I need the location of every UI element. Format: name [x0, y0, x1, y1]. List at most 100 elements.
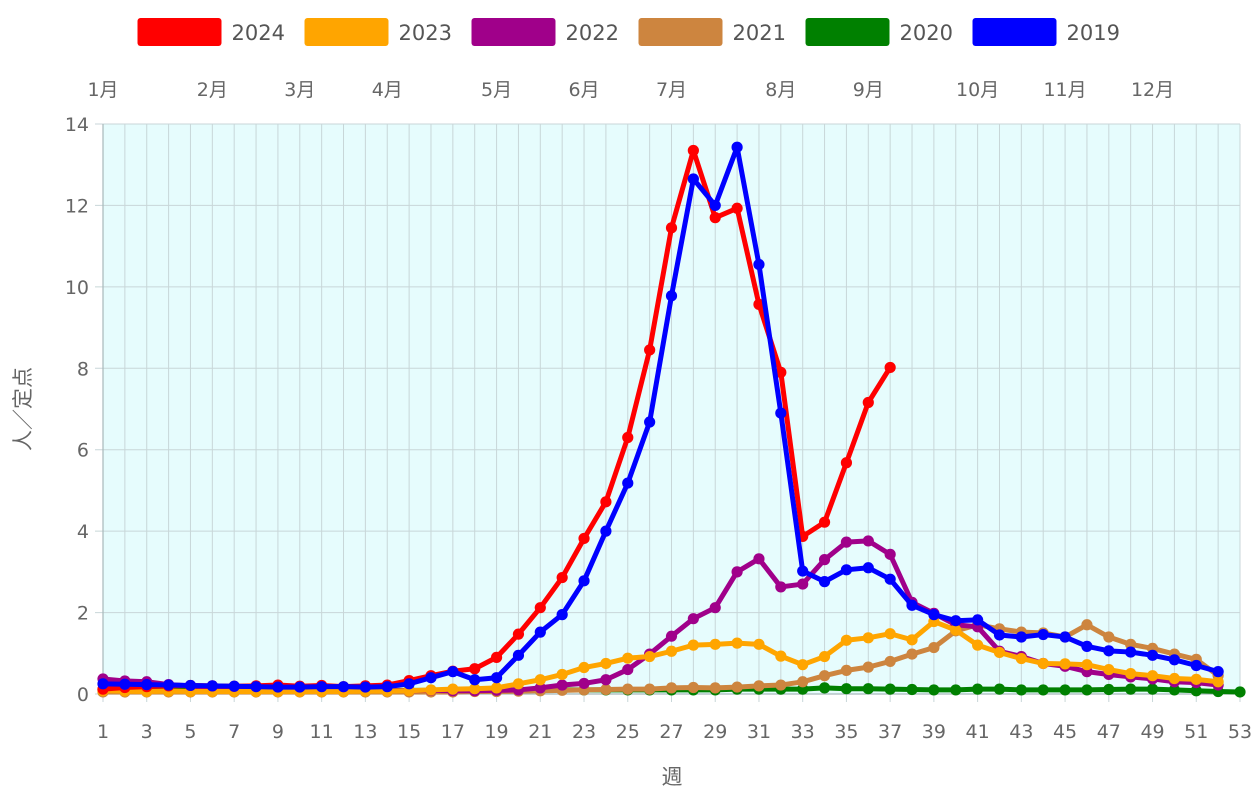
data-point [294, 681, 306, 693]
data-point [1037, 684, 1049, 696]
data-point [490, 682, 503, 694]
data-point [993, 629, 1006, 641]
data-point [381, 681, 393, 693]
data-point [797, 676, 809, 688]
legend-label: 2019 [1067, 21, 1120, 45]
data-point [709, 199, 721, 212]
data-point [1015, 684, 1027, 696]
data-point [556, 609, 568, 621]
x-tick-label: 31 [747, 721, 771, 743]
data-point [228, 680, 240, 692]
data-point [1015, 652, 1027, 665]
data-point [687, 173, 699, 185]
data-point [950, 684, 962, 696]
data-point [1125, 638, 1137, 650]
legend-item: 2024 [137, 18, 285, 46]
y-axis-title: 人／定点 [11, 367, 35, 451]
month-label: 12月 [1131, 79, 1174, 101]
data-point [862, 562, 874, 574]
grid-lines [95, 123, 1241, 702]
legend-item: 2019 [972, 18, 1120, 46]
data-point [578, 575, 590, 587]
data-point [731, 202, 743, 214]
month-label: 9月 [853, 79, 884, 101]
data-point [972, 683, 984, 695]
data-point [512, 628, 525, 640]
x-tick-label: 21 [528, 721, 552, 743]
data-point [687, 681, 699, 694]
legend-swatch [805, 18, 890, 46]
data-point [425, 672, 437, 684]
data-point [884, 655, 896, 668]
data-point [862, 396, 874, 409]
data-point [622, 663, 634, 676]
data-point [665, 645, 678, 657]
data-point [1190, 685, 1202, 697]
data-point [818, 682, 831, 694]
data-point [469, 683, 481, 695]
data-point [141, 679, 153, 691]
x-tick-label: 23 [572, 721, 596, 743]
data-point [622, 477, 634, 489]
data-point [753, 553, 765, 565]
data-point [337, 681, 350, 693]
data-point [184, 679, 197, 692]
data-point [687, 144, 699, 157]
data-point [1234, 686, 1246, 698]
data-point [665, 222, 678, 234]
data-point [753, 638, 765, 650]
data-point [490, 651, 503, 663]
month-labels: 1月 2月 3月 4月 5月 6月 7月 8月 9月 10月 11月 12月 [87, 79, 1174, 101]
y-tick-label: 12 [65, 195, 89, 217]
data-point [1212, 666, 1224, 678]
data-point [1146, 649, 1159, 661]
legend-swatch [972, 18, 1057, 46]
legend-label: 2020 [900, 21, 953, 45]
data-point [709, 682, 721, 694]
x-axis-title: 週 [662, 765, 683, 789]
data-point [512, 678, 525, 690]
data-point [556, 571, 568, 584]
data-point [753, 680, 765, 692]
series-2019 [97, 141, 1224, 693]
data-point [884, 548, 896, 560]
data-point [840, 634, 853, 646]
data-point [600, 657, 612, 670]
month-label: 8月 [765, 79, 796, 101]
legend-label: 2021 [733, 21, 786, 45]
data-point [119, 678, 131, 690]
x-tick-label: 17 [441, 721, 465, 743]
legend-label: 2022 [566, 21, 619, 45]
data-point [644, 683, 656, 695]
data-point [797, 659, 809, 671]
y-tick-label: 14 [65, 114, 89, 136]
x-tick-labels: 1 3 5 7 9 11 13 15 17 19 21 23 25 27 29 31 33 35 37 39 41 43 4… [97, 721, 1252, 743]
data-point [1081, 659, 1093, 671]
month-label: 2月 [197, 79, 228, 101]
x-tick-label: 51 [1184, 721, 1208, 743]
data-point [862, 632, 874, 644]
y-tick-label: 8 [77, 358, 89, 380]
data-point [731, 681, 743, 693]
x-tick-label: 15 [397, 721, 421, 743]
data-point [775, 581, 787, 593]
data-point [884, 683, 896, 695]
data-point [906, 648, 918, 660]
data-point [1081, 640, 1093, 652]
data-point [1146, 670, 1159, 682]
month-label: 5月 [481, 79, 512, 101]
data-point [578, 532, 590, 545]
data-point [840, 564, 853, 576]
data-point [1168, 672, 1181, 685]
legend-swatch [137, 18, 222, 46]
data-point [469, 663, 481, 675]
month-label: 7月 [656, 79, 687, 101]
data-point [1081, 619, 1093, 631]
data-point [840, 457, 853, 469]
x-tick-label: 19 [484, 721, 508, 743]
data-point [862, 661, 874, 673]
data-point [600, 674, 612, 686]
data-point [600, 525, 612, 537]
data-point [578, 677, 590, 690]
